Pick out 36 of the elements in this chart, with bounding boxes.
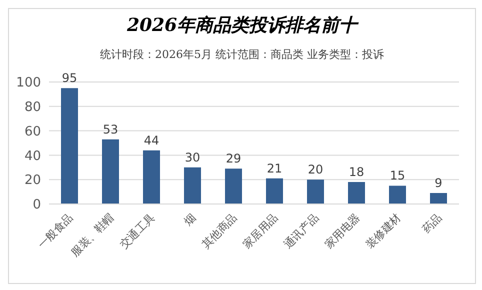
- bar: [348, 182, 365, 204]
- data-label: 15: [390, 168, 406, 183]
- x-tick-label: 交通工具: [117, 210, 158, 252]
- x-tick-label: 通讯产品: [281, 210, 322, 252]
- data-label: 30: [184, 150, 200, 164]
- data-label: 18: [348, 165, 364, 180]
- bar: [184, 167, 201, 204]
- bar: [143, 150, 160, 204]
- chart-subtitle: 统计时段：2026年5月 统计范围：商品类 业务类型：投诉: [99, 47, 385, 62]
- x-tick-label: 家用电器: [322, 210, 363, 252]
- y-tick-label: 0: [32, 198, 41, 213]
- data-label: 9: [434, 176, 442, 190]
- y-tick-label: 100: [16, 76, 41, 91]
- bar: [307, 180, 324, 204]
- data-label: 44: [144, 133, 160, 148]
- bar: [266, 178, 283, 204]
- bar: [430, 193, 447, 204]
- bar: [225, 168, 242, 204]
- data-label: 53: [102, 122, 118, 136]
- data-label: 95: [62, 71, 78, 86]
- bar: [102, 139, 119, 204]
- x-tick-label: 其他商品: [199, 210, 240, 252]
- x-tick-label: 装修建材: [363, 210, 404, 252]
- chart-title: 2026年商品类投诉排名前十: [126, 14, 360, 37]
- bar: [61, 88, 78, 204]
- y-tick-label: 80: [24, 100, 41, 116]
- bar: [389, 186, 406, 204]
- x-tick-label: 家居用品: [240, 210, 281, 252]
- y-tick-label: 40: [24, 148, 41, 164]
- y-tick-label: 20: [24, 173, 41, 188]
- x-tick-label: 药品: [420, 210, 445, 236]
- data-label: 21: [266, 161, 282, 176]
- y-tick-label: 60: [24, 124, 41, 140]
- data-label: 29: [226, 152, 242, 166]
- x-tick-label: 烟: [182, 210, 199, 228]
- data-label: 20: [308, 162, 324, 177]
